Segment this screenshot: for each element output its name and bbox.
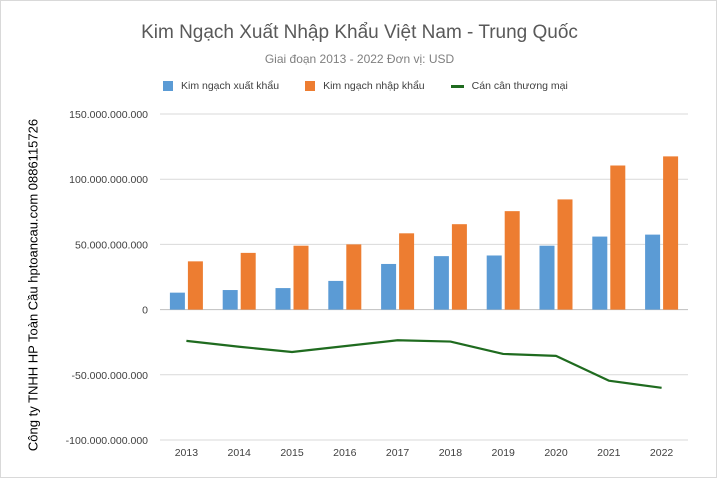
legend-label-import: Kim ngạch nhập khẩu — [323, 80, 425, 92]
x-tick-label: 2013 — [175, 447, 199, 459]
x-tick-label: 2018 — [439, 447, 463, 459]
bar-import — [293, 245, 309, 310]
x-tick-label: 2016 — [333, 447, 357, 459]
x-tick-label: 2022 — [650, 447, 674, 459]
legend-swatch-import — [305, 81, 316, 91]
bar-export — [539, 245, 555, 310]
y-tick-label: 150.000.000.000 — [69, 109, 148, 121]
bar-export — [486, 255, 502, 310]
chart-legend: Kim ngạch xuất khẩu Kim ngạch nhập khẩu … — [163, 80, 594, 92]
y-tick-label: 100.000.000.000 — [69, 174, 148, 186]
x-tick-label: 2017 — [386, 447, 410, 459]
bar-export — [645, 234, 661, 310]
y-tick-label: 0 — [142, 305, 148, 317]
bar-import — [504, 211, 520, 310]
x-tick-label: 2019 — [492, 447, 516, 459]
bar-import — [240, 252, 256, 310]
x-tick-label: 2021 — [597, 447, 621, 459]
y-tick-label: -50.000.000.000 — [72, 370, 149, 382]
y-tick-label: 50.000.000.000 — [75, 239, 148, 251]
y-tick-label: -100.000.000.000 — [66, 435, 148, 447]
chart-title: Kim Ngạch Xuất Nhập Khẩu Việt Nam - Trun… — [141, 22, 578, 43]
legend-item-import: Kim ngạch nhập khẩu — [305, 80, 425, 92]
bar-import — [663, 156, 679, 310]
legend-label-export: Kim ngạch xuất khẩu — [181, 80, 280, 92]
bar-export — [381, 263, 397, 310]
chart-subtitle: Giai đoạn 2013 - 2022 Đơn vị: USD — [264, 52, 455, 66]
bar-export — [328, 280, 344, 310]
x-tick-label: 2015 — [280, 447, 304, 459]
bar-export — [222, 290, 238, 310]
bar-import — [610, 165, 626, 310]
bar-export — [433, 256, 449, 310]
legend-swatch-export — [163, 81, 173, 91]
legend-label-balance: Cán cân thương mại — [471, 80, 568, 92]
line-trade-balance — [186, 339, 662, 389]
x-tick-label: 2020 — [544, 447, 568, 459]
bar-import — [451, 224, 467, 310]
x-tick-label: 2014 — [228, 447, 252, 459]
legend-item-export: Kim ngạch xuất khẩu — [163, 80, 279, 92]
bar-import — [187, 261, 203, 310]
bar-import — [557, 199, 573, 310]
bar-import — [399, 233, 415, 310]
legend-item-balance: Cán cân thương mại — [450, 80, 568, 92]
legend-swatch-balance — [450, 84, 464, 88]
bar-export — [592, 236, 608, 310]
bar-export — [169, 292, 185, 310]
bar-import — [346, 244, 362, 310]
bar-export — [275, 288, 291, 310]
